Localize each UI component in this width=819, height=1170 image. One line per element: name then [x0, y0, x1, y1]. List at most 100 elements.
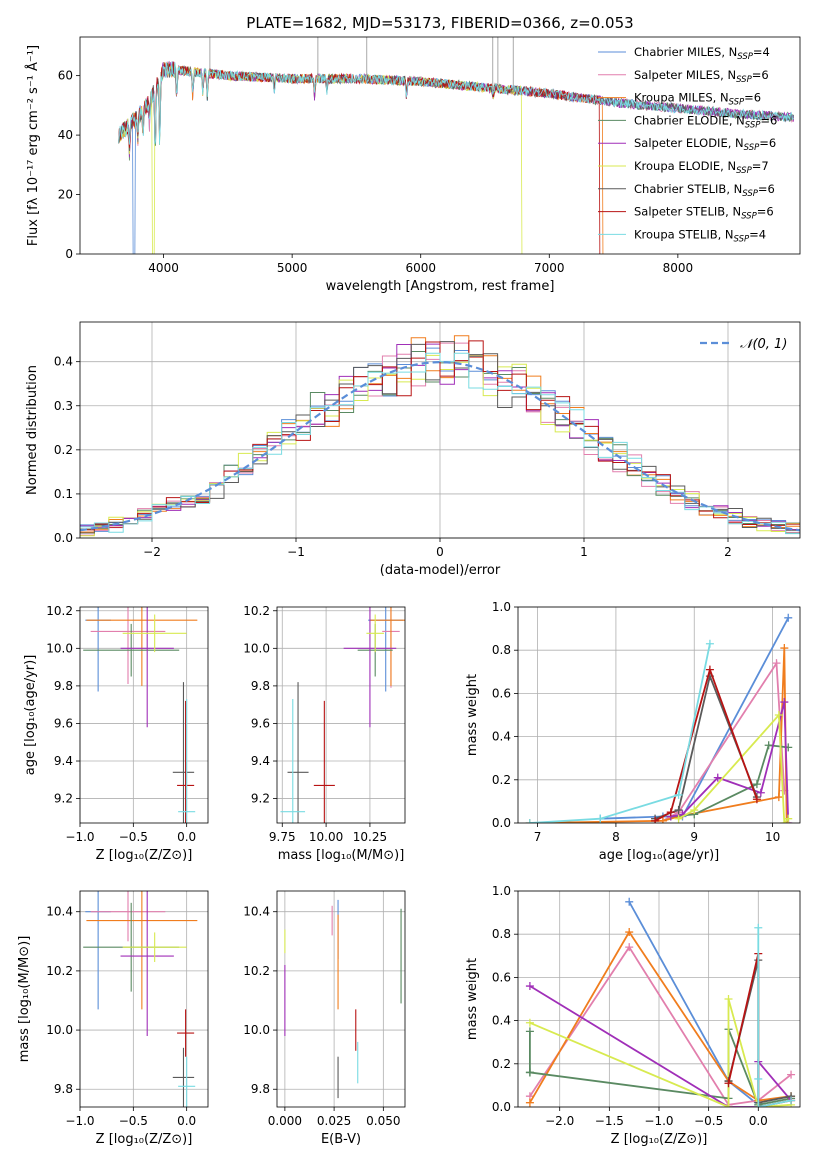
weight-vs-age-marker: [756, 788, 765, 797]
legend-label-sub: SSP: [742, 189, 758, 199]
age-vs-Z-point-kroupa-elodie: [122, 614, 187, 653]
weight-vs-age-ytick-label: 0.0: [492, 816, 511, 830]
legend-label-sub: SSP: [736, 166, 752, 176]
mass-vs-ebv-xtick-label: 0.050: [366, 1114, 400, 1128]
weight-vs-age-ytick-label: 0.6: [492, 686, 511, 700]
mass-vs-Z-xtick-label: 0.0: [177, 1114, 196, 1128]
age-vs-mass-ytick-label: 9.2: [251, 792, 270, 806]
residuals-axes: −2 −1 0 1 2 0.0 0.1 0.2 0.3 0.4 (data-model)/error…: [25, 322, 800, 578]
mass-vs-Z-point-salpeter-elodie: [120, 891, 174, 1036]
age-vs-Z-ytick-label: 9.8: [54, 679, 73, 693]
weight-vs-age-marker: [674, 806, 683, 815]
mass-vs-ebv-ytick-label: 9.8: [251, 1082, 270, 1096]
weight-vs-Z-ytick-label: 0.4: [492, 1014, 511, 1028]
weight-vs-Z-series-kroupa-elodie: [525, 995, 796, 1107]
weight-vs-age-ytick-label: 0.4: [492, 730, 511, 744]
age-vs-mass-ytick-label: 9.4: [251, 754, 270, 768]
spectrum-xtick-label: 6000: [405, 261, 436, 275]
age-vs-mass-point-kroupa-stelib: [280, 699, 306, 823]
residuals-xtick-label: 1: [580, 545, 588, 559]
weight-vs-Z-marker: [724, 995, 733, 1003]
weight-vs-age-ylabel: mass weight: [465, 674, 480, 756]
weight-vs-Z-ytick-label: 0.8: [492, 927, 511, 941]
legend-label: Chabrier STELIB, NSSP=6: [634, 182, 775, 199]
legend-label-sub: SSP: [745, 120, 761, 130]
weight-vs-age-ytick-label: 0.8: [492, 643, 511, 657]
weight-vs-Z-xtick-label: −0.5: [694, 1114, 723, 1128]
weight-vs-Z-xlabel: Z [log₁₀(Z/Z⊙)]: [611, 1132, 708, 1147]
weight-vs-Z-ytick-label: 0.6: [492, 970, 511, 984]
legend-label-suffix: =6: [760, 113, 777, 127]
weight-vs-age-marker: [780, 819, 789, 823]
residual-legend-label: 𝒩(0, 1): [740, 337, 787, 352]
spectrum-ytick-label: 40: [58, 128, 73, 142]
mass-vs-Z-xtick-label: −0.5: [119, 1114, 148, 1128]
mass-vs-Z-ytick-label: 9.8: [54, 1082, 73, 1096]
spectrum-xtick-label: 5000: [277, 261, 308, 275]
mass-vs-Z-axes: −1.0 −0.5 0.0 9.8 10.0 10.2 10.4 Z [log₁₀(Z/Z⊙)…: [17, 891, 208, 1147]
legend-label-suffix: =6: [752, 68, 769, 82]
legend-label: Chabrier MILES, NSSP=4: [634, 45, 770, 62]
legend-label-suffix: =6: [758, 182, 775, 196]
spectrum-ylabel: Flux [fλ 10⁻¹⁷ erg cm⁻² s⁻¹ Å⁻¹]: [25, 45, 41, 246]
age-vs-Z-xtick-label: −1.0: [65, 830, 94, 844]
age-vs-mass-axes: 9.75 10.00 10.25 9.2 9.4 9.6 9.8 10.0 10.2 mass […: [243, 604, 405, 863]
residuals-ytick-label: 0.3: [54, 399, 73, 413]
legend-label-sub: SSP: [744, 143, 760, 153]
weight-vs-age-marker: [752, 780, 761, 789]
age-vs-Z-xtick-label: −0.5: [119, 830, 148, 844]
age-vs-Z-point-salpeter-miles: [90, 607, 166, 685]
age-vs-mass-point-salpeter-elodie: [343, 607, 397, 728]
weight-vs-Z-marker: [625, 943, 634, 952]
age-vs-Z-axes: −1.0 −0.5 0.0 9.2 9.4 9.6 9.8 10.0 10.2 Z [log₁₀(…: [23, 604, 208, 863]
mass-vs-ebv-ytick-label: 10.0: [243, 1023, 270, 1037]
age-vs-Z-xlabel: Z [log₁₀(Z/Z⊙)]: [96, 848, 193, 863]
spectrum-xtick-label: 4000: [148, 261, 179, 275]
legend-label-suffix: =4: [749, 227, 766, 241]
weight-vs-age-marker: [752, 795, 761, 804]
mass-vs-ebv-axes: 0.000 0.025 0.050 9.8 10.0 10.2 10.4 E(B-V): [243, 891, 405, 1147]
weight-vs-Z-series-chabrier-miles: [625, 897, 763, 1107]
weight-vs-Z-line: [529, 1028, 792, 1106]
weight-vs-Z-line: [529, 985, 792, 1107]
weight-vs-age-ytick-label: 0.2: [492, 773, 511, 787]
spectrum-line-kroupa-elodie: [118, 62, 523, 254]
age-vs-mass-point-chabrier-stelib: [287, 682, 309, 823]
age-vs-Z-point-salpeter-stelib: [177, 700, 195, 823]
spectrum-xtick-label: 8000: [663, 261, 694, 275]
mass-vs-Z-xlabel: Z [log₁₀(Z/Z⊙)]: [96, 1132, 193, 1147]
mass-vs-ebv-frame: [276, 890, 406, 1108]
weight-vs-Z-marker: [525, 1098, 534, 1107]
weight-vs-Z-marker: [787, 1096, 796, 1105]
mass-vs-Z-xtick-label: −1.0: [65, 1114, 94, 1128]
weight-vs-age-marker: [713, 773, 722, 782]
spectrum-ytick-label: 20: [58, 188, 73, 202]
weight-vs-Z-marker: [754, 923, 763, 932]
age-vs-mass-ytick-label: 10.2: [243, 604, 270, 618]
age-vs-mass-ytick-label: 10.0: [243, 641, 270, 655]
mass-vs-ebv-xlabel: E(B-V): [321, 1132, 361, 1147]
weight-vs-Z-xtick-label: −1.5: [595, 1114, 624, 1128]
legend-label-suffix: =6: [744, 91, 761, 105]
age-vs-mass-point-kroupa-elodie: [366, 614, 384, 653]
weight-vs-Z-marker: [724, 1103, 733, 1107]
weight-vs-Z-marker: [724, 1079, 733, 1088]
mass-vs-Z-ylabel: mass [log₁₀(M/M⊙)]: [17, 936, 32, 1063]
weight-vs-age-marker: [705, 639, 714, 648]
legend-label-suffix: =6: [757, 205, 774, 219]
mass-vs-Z-frame: [79, 890, 209, 1108]
legend-label: Kroupa MILES, NSSP=6: [634, 91, 761, 108]
weight-vs-age-marker: [764, 741, 773, 750]
legend-label-main: Kroupa STELIB, N: [634, 227, 734, 241]
age-vs-mass-ytick-label: 9.6: [251, 716, 270, 730]
weight-vs-age-marker: [658, 816, 667, 823]
legend-label-sub: SSP: [741, 212, 757, 222]
legend-label: Salpeter ELODIE, NSSP=6: [634, 136, 776, 153]
legend-label-main: Salpeter ELODIE, N: [634, 136, 744, 150]
spectrum-xlabel: wavelength [Angstrom, rest frame]: [326, 279, 555, 294]
weight-vs-age-xtick-label: 8: [612, 830, 620, 844]
weight-vs-age-line: [529, 643, 711, 823]
mass-vs-Z-point-salpeter-miles: [90, 891, 166, 942]
age-vs-mass-point-salpeter-stelib: [313, 700, 335, 823]
residuals-xtick-label: 0: [436, 545, 444, 559]
